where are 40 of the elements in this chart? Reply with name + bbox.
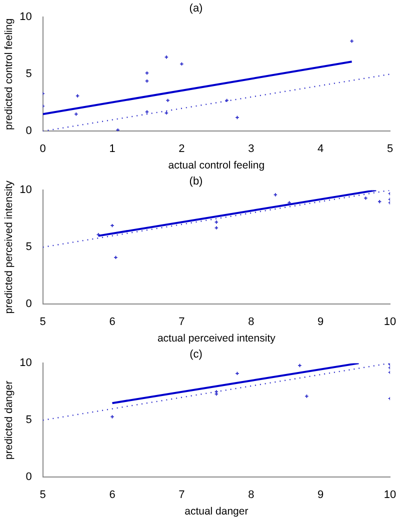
chart-title: (b)	[189, 176, 203, 188]
x-tick-label: 5	[40, 488, 46, 501]
x-tick-label: 3	[248, 142, 254, 155]
x-tick-label: 7	[178, 316, 185, 328]
y-tick-label: 0	[26, 125, 32, 138]
x-tick-label: 6	[109, 316, 116, 328]
y-axis-title: predicted danger	[3, 380, 16, 460]
x-tick-label: 10	[384, 488, 396, 501]
point	[304, 394, 309, 398]
x-tick-label: 1	[109, 142, 116, 155]
x-tick-label: 9	[318, 488, 324, 501]
y-tick-label: 5	[26, 241, 32, 254]
x-tick-label: 0	[40, 142, 46, 155]
x-tick-label: 7	[178, 488, 185, 501]
y-axis-title: predicted perceived intensity	[3, 180, 16, 314]
y-tick-label: 10	[20, 357, 32, 370]
x-axis-title: actual perceived intensity	[157, 332, 276, 345]
x-tick-label: 8	[248, 316, 254, 328]
x-axis-title: actual danger	[184, 506, 249, 518]
y-tick-label: 5	[26, 68, 32, 80]
x-tick-label: 5	[40, 316, 46, 328]
x-tick-label: 6	[109, 488, 116, 501]
chart-title: (c)	[190, 348, 202, 361]
x-tick-label: 8	[248, 488, 254, 501]
y-tick-label: 0	[26, 471, 32, 484]
point	[287, 200, 292, 205]
point	[364, 196, 368, 200]
x-axis-title: actual control feeling	[168, 160, 265, 172]
y-tick-label: 10	[20, 184, 32, 196]
chart-title: (a)	[189, 2, 203, 15]
y-tick-label: 10	[20, 11, 32, 24]
y-tick-label: 0	[26, 298, 32, 310]
x-tick-label: 10	[384, 316, 396, 328]
x-tick-label: 2	[178, 142, 185, 155]
point	[110, 414, 114, 419]
x-tick-label: 4	[318, 142, 324, 155]
y-axis-title: predicted control feeling	[3, 18, 16, 130]
x-tick-label: 5	[386, 142, 394, 155]
x-tick-label: 9	[318, 316, 324, 328]
y-tick-label: 5	[26, 414, 32, 426]
